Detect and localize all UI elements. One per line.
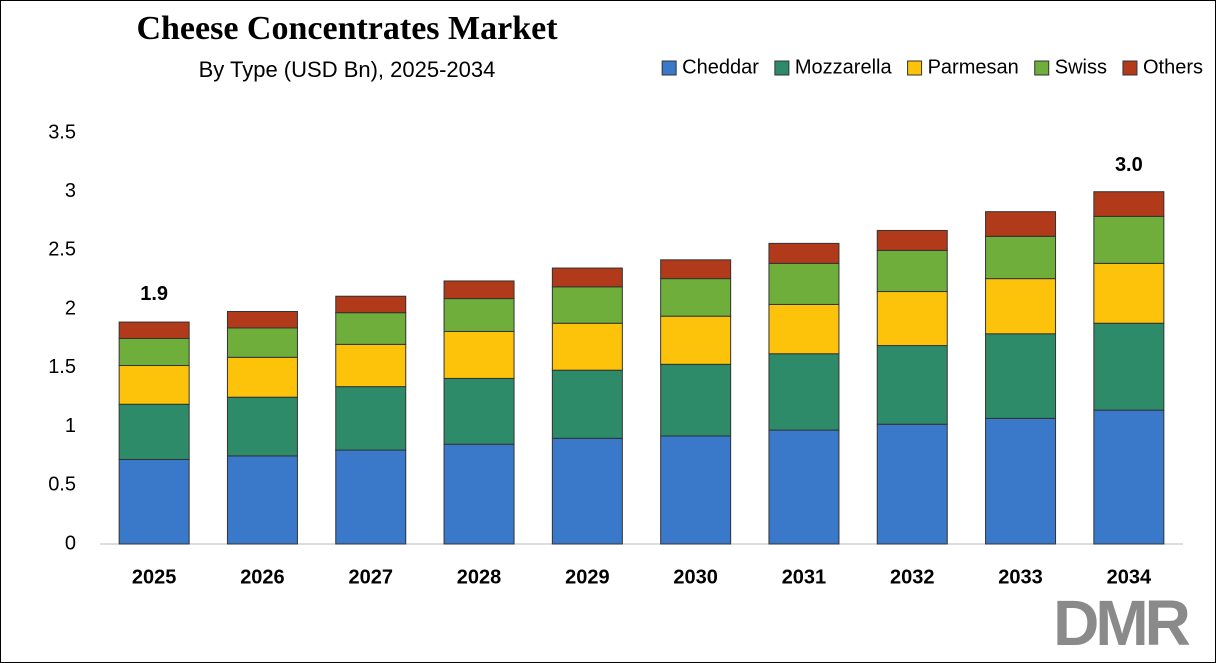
bar-segment <box>876 345 948 425</box>
bar-segment <box>768 262 840 305</box>
x-tick-label: 2025 <box>132 566 177 588</box>
legend-swatch <box>774 60 790 76</box>
bar-segment <box>335 295 407 314</box>
bar-segment <box>226 327 298 358</box>
bar-segment <box>768 242 840 264</box>
bar-segment <box>118 458 190 545</box>
legend-swatch <box>1122 60 1138 76</box>
bar-segment <box>118 365 190 405</box>
logo: DMR <box>1053 587 1190 659</box>
bar-segment <box>118 338 190 367</box>
bar-segment <box>985 278 1057 335</box>
bar-segment <box>985 211 1057 237</box>
bar-segment <box>226 310 298 329</box>
bar-segment <box>443 377 515 445</box>
bar-segment <box>1093 215 1165 264</box>
bar-segment <box>335 449 407 545</box>
bar-segment <box>876 291 948 347</box>
x-tick-label: 2032 <box>890 566 935 588</box>
x-tick-label: 2027 <box>349 566 394 588</box>
total-label: 1.9 <box>140 283 168 305</box>
y-tick-label: 3 <box>65 180 76 202</box>
legend-label: Mozzarella <box>795 56 893 78</box>
bar-segment <box>660 278 732 317</box>
bar-segment <box>551 322 623 371</box>
bar-segment <box>660 435 732 545</box>
bar-segment <box>876 229 948 251</box>
total-label: 3.0 <box>1115 154 1143 176</box>
x-tick-label: 2031 <box>782 566 827 588</box>
bar-segment <box>1093 262 1165 324</box>
bar-segment <box>335 343 407 388</box>
x-tick-label: 2030 <box>673 566 718 588</box>
bar-segment <box>768 303 840 355</box>
bar-segment <box>226 396 298 457</box>
y-tick-label: 0.5 <box>48 474 76 496</box>
bar-segment <box>768 353 840 431</box>
bar-segment <box>118 321 190 339</box>
bar-segment <box>443 443 515 545</box>
bar-segment <box>226 455 298 545</box>
chart-subtitle: By Type (USD Bn), 2025-2034 <box>199 57 496 82</box>
legend-label: Swiss <box>1055 56 1107 78</box>
x-tick-label: 2028 <box>457 566 502 588</box>
bar-segment <box>443 280 515 300</box>
y-tick-label: 2.5 <box>48 239 76 261</box>
bar-segment <box>551 267 623 288</box>
y-tick-label: 3.5 <box>48 121 76 143</box>
x-tick-label: 2026 <box>240 566 285 588</box>
bar-segment <box>660 315 732 365</box>
bar-segment <box>876 423 948 545</box>
bar-segment <box>660 363 732 437</box>
bar-segment <box>985 417 1057 545</box>
x-tick-label: 2033 <box>998 566 1043 588</box>
bar-segment <box>1093 191 1165 217</box>
bar-segment <box>118 403 190 460</box>
legend-label: Parmesan <box>928 56 1019 78</box>
bar-segment <box>226 356 298 398</box>
y-tick-label: 2 <box>65 297 76 319</box>
bar-segment <box>1093 409 1165 545</box>
bar-segment <box>335 386 407 451</box>
bar-segment <box>551 286 623 324</box>
x-tick-label: 2034 <box>1107 566 1152 588</box>
legend-label: Others <box>1143 56 1203 78</box>
y-tick-label: 1 <box>65 415 76 437</box>
bar-segment <box>443 330 515 379</box>
bar-segment <box>660 259 732 280</box>
bar-segment <box>985 235 1057 280</box>
legend-label: Cheddar <box>682 56 759 78</box>
bar-segment <box>551 437 623 545</box>
legend-swatch <box>907 60 923 76</box>
y-tick-label: 0 <box>65 532 76 554</box>
bar-segment <box>443 298 515 332</box>
bar-segment <box>551 369 623 439</box>
bar-segment <box>768 429 840 545</box>
chart-title: Cheese Concentrates Market <box>136 10 558 47</box>
bar-segment <box>876 249 948 293</box>
x-tick-label: 2029 <box>565 566 610 588</box>
legend-swatch <box>1034 60 1050 76</box>
bar-segment <box>335 312 407 345</box>
y-tick-label: 1.5 <box>48 356 76 378</box>
bar-segment <box>1093 322 1165 411</box>
bar-segment <box>985 333 1057 419</box>
legend-swatch <box>661 60 677 76</box>
